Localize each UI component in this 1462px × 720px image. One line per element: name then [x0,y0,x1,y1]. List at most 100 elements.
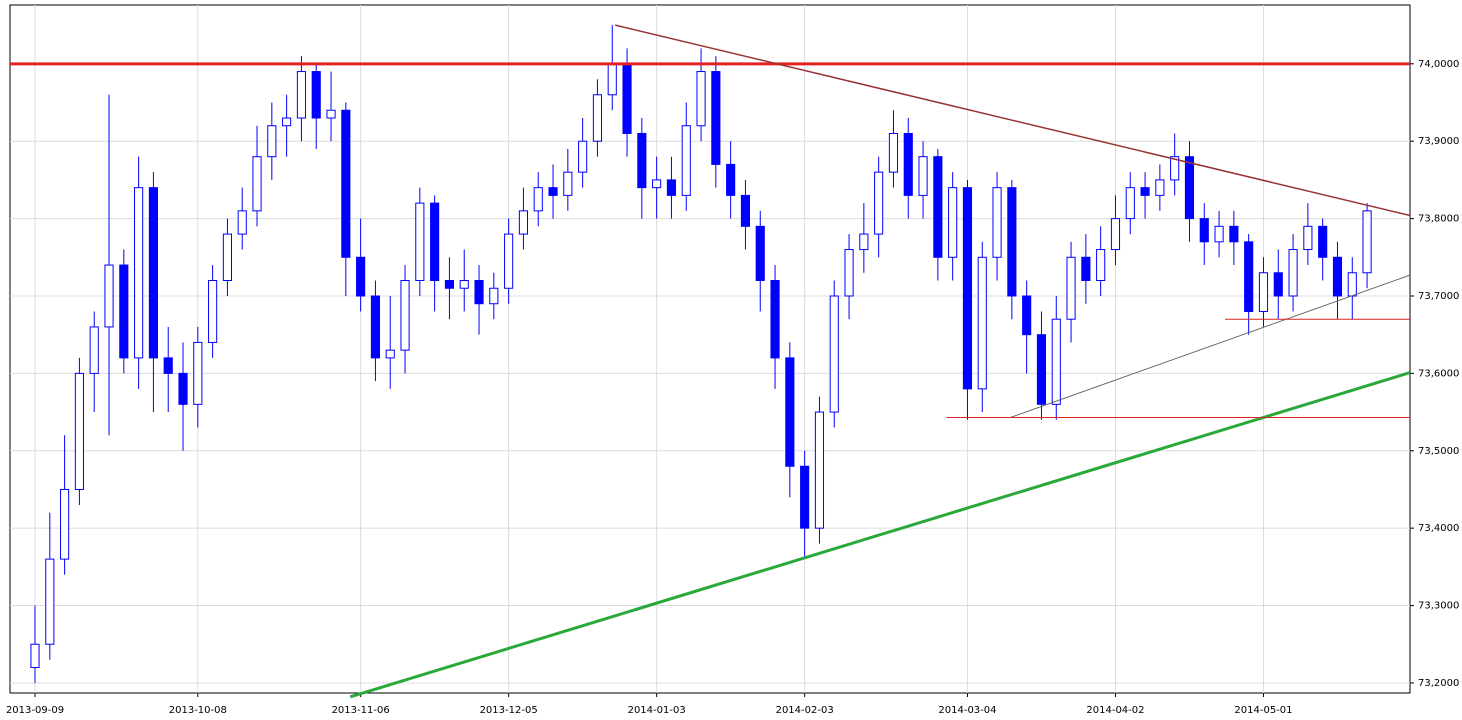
candle-body [652,179,662,189]
candle-body [1184,156,1195,220]
candle-body [104,264,114,328]
candle-body [385,349,395,359]
candle-body [356,256,366,297]
candle-body [859,233,869,251]
candle-body [1273,272,1283,297]
candle-body [60,488,70,560]
candle-body [1347,272,1357,297]
x-tick-label: 2014-02-03 [776,705,834,716]
x-tick-label: 2013-12-05 [480,705,538,716]
y-tick-label: 73,3000 [1418,601,1459,612]
candle-body [1155,179,1165,196]
candle-body [1096,249,1106,282]
candle-body [1170,156,1180,181]
candle-body [948,187,958,258]
candle-body [400,280,410,351]
y-tick-label: 73,8000 [1418,214,1459,225]
candle-body [622,63,632,134]
candle-body [1007,187,1017,297]
y-tick-label: 74,0000 [1418,59,1459,70]
y-tick-label: 73,9000 [1418,136,1459,147]
candle-body [1332,256,1343,297]
candle-body [874,171,884,235]
candle-body [1022,295,1032,336]
candle-body [1125,187,1135,220]
candle-body [1199,218,1209,243]
trend-line [615,24,1411,217]
candle-body [1303,225,1313,251]
x-tick-label: 2013-11-06 [332,705,390,716]
candle-body [740,194,751,227]
candle-body [148,187,158,359]
candle-body [933,156,943,258]
candle-body [237,210,247,235]
candle-body [1229,225,1239,243]
candle-body [918,156,928,196]
candle-body [504,233,514,289]
candle-body [977,256,987,390]
candle-body [119,264,129,359]
x-tick-label: 2014-05-01 [1234,705,1292,716]
candle-body [74,372,84,490]
candle-body [163,357,173,374]
candle-body [1051,318,1061,405]
candle-body [785,357,795,467]
candle-body [1110,218,1121,251]
candle-body [1244,241,1254,312]
candle-body [1214,225,1224,243]
candle-body [326,109,336,119]
candle-body [637,132,647,189]
y-tick-label: 73,4000 [1418,523,1459,534]
x-tick-label: 2014-03-04 [938,705,996,716]
candle-body [681,125,691,196]
x-tick-label: 2013-09-09 [6,705,64,716]
candle-body [844,249,854,297]
x-tick-label: 2014-01-03 [628,705,686,716]
plot-frame [9,4,1411,694]
candle-body [800,465,810,529]
candle-body [89,326,99,374]
candle-body [548,187,558,196]
x-tick-label: 2013-10-08 [169,705,227,716]
candle-body [711,71,721,165]
candle-body [444,280,455,289]
candle-body [222,233,232,282]
candle-body [282,117,292,127]
candle-body [1258,272,1269,312]
candle-body [459,280,469,289]
candle-body [267,125,277,158]
candle-body [1362,210,1372,274]
trend-line [349,371,1411,699]
candle-body [252,156,262,212]
trend-line [1010,274,1411,418]
candle-body [474,280,484,305]
candle-body [903,132,913,196]
candle-body [814,411,825,529]
candle-body [726,163,736,196]
candle-body [134,187,144,359]
candle-body [193,341,203,405]
candle-body [1066,256,1076,320]
candle-body [770,280,780,359]
candle-body [518,210,529,235]
candle-body [666,179,677,196]
candle-body [489,287,499,305]
candle-body [370,295,380,359]
y-tick-label: 73,6000 [1418,368,1459,379]
y-tick-label: 73,5000 [1418,446,1459,457]
candle-body [311,71,321,119]
candle-body [415,202,425,282]
candle-body [888,132,899,173]
candle-body [592,94,603,142]
candle-body [696,71,706,127]
candle-body [45,558,55,645]
candle-body [962,187,973,390]
y-tick-label: 73,7000 [1418,291,1459,302]
candle-body [1140,187,1150,196]
x-tick-label: 2014-04-02 [1086,705,1144,716]
candle-body [992,187,1002,258]
candle-body [430,202,440,282]
candle-body [296,71,306,119]
candle-body [1288,249,1298,297]
